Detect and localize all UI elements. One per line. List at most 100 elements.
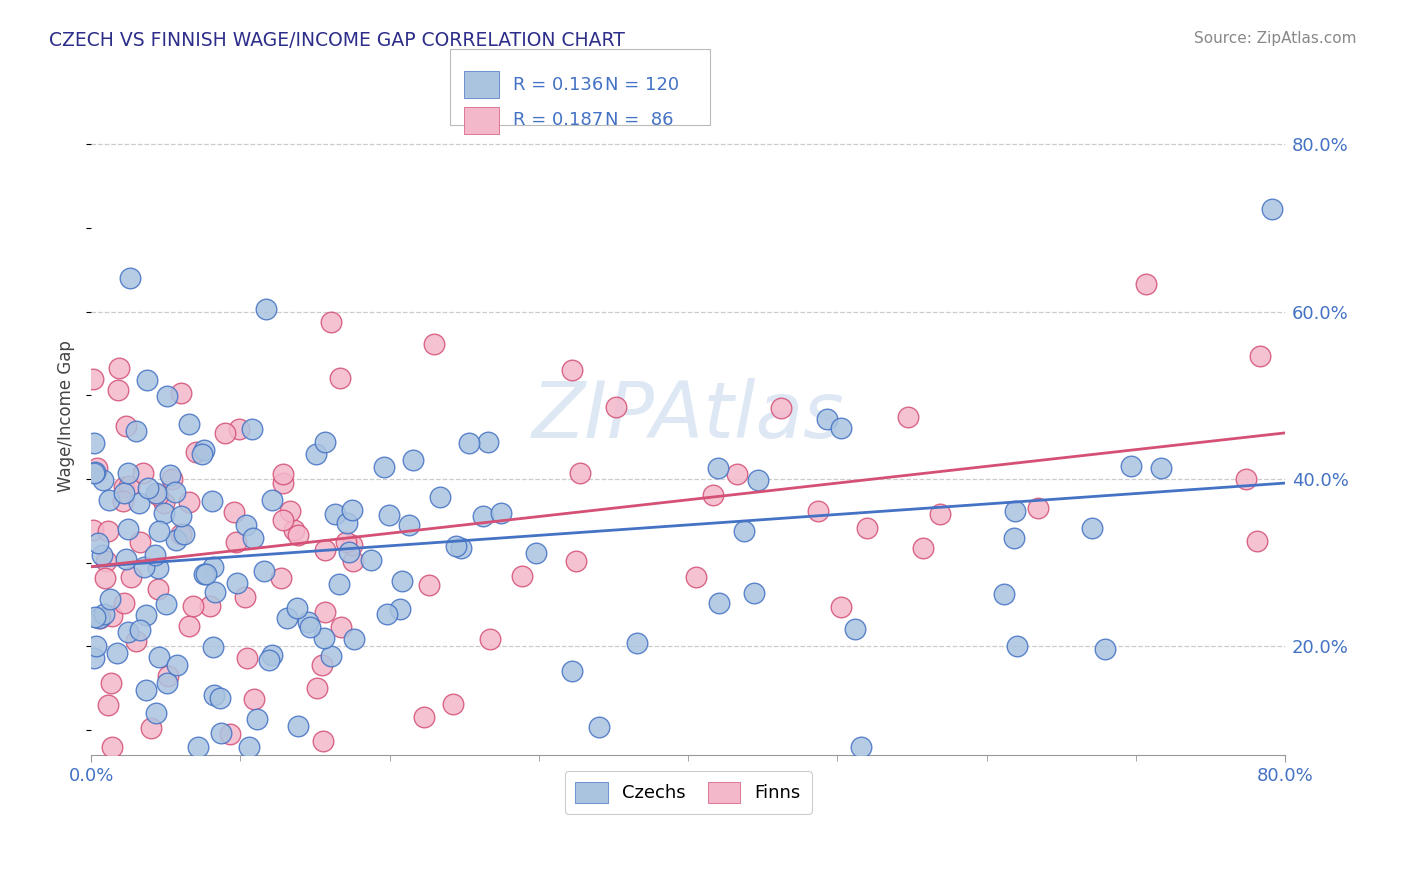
Point [561, 363, 583, 377]
Point [228, 422, 250, 436]
Point [328, 577, 350, 591]
Point [83, 436, 105, 450]
Point [163, 484, 186, 499]
Point [911, 541, 934, 555]
Point [297, 615, 319, 629]
Point [253, 564, 276, 578]
Point [725, 467, 748, 481]
Point [146, 582, 169, 596]
Point [319, 649, 342, 664]
Point [96, 554, 118, 568]
Point [82, 372, 104, 386]
Point [330, 620, 353, 634]
Point [83, 466, 105, 480]
Point [1094, 642, 1116, 657]
Point [314, 543, 336, 558]
Point [148, 561, 170, 575]
Point [181, 599, 204, 613]
Point [143, 548, 166, 562]
Point [489, 506, 512, 520]
Text: R = 0.187: R = 0.187 [513, 112, 603, 129]
Point [477, 435, 499, 450]
Point [145, 486, 167, 500]
Point [225, 575, 247, 590]
Point [1081, 521, 1104, 535]
Point [1028, 501, 1050, 516]
Point [165, 533, 187, 548]
Point [166, 657, 188, 672]
Point [87, 536, 110, 550]
Point [177, 619, 200, 633]
Text: ZIPAtlas: ZIPAtlas [531, 378, 845, 454]
Point [479, 632, 502, 646]
Point [191, 447, 214, 461]
Point [202, 688, 225, 702]
Point [194, 566, 217, 581]
Point [91, 548, 114, 562]
Point [429, 491, 451, 505]
Point [100, 608, 122, 623]
Point [236, 650, 259, 665]
Point [565, 553, 588, 567]
Point [177, 495, 200, 509]
Point [177, 417, 200, 431]
Point [422, 336, 444, 351]
Point [412, 709, 434, 723]
Point [285, 601, 308, 615]
Point [93, 607, 115, 621]
Point [287, 528, 309, 542]
Point [246, 712, 269, 726]
Point [561, 664, 583, 678]
Point [129, 535, 152, 549]
Point [1246, 534, 1268, 549]
Point [1150, 460, 1173, 475]
Point [342, 554, 364, 568]
Point [336, 516, 359, 530]
Point [588, 720, 610, 734]
Point [388, 602, 411, 616]
Point [242, 531, 264, 545]
Point [815, 412, 838, 426]
Point [418, 578, 440, 592]
Point [897, 410, 920, 425]
Point [1002, 532, 1025, 546]
Point [135, 608, 157, 623]
Point [444, 539, 467, 553]
Point [224, 505, 246, 519]
Point [125, 424, 148, 438]
Point [153, 506, 176, 520]
Point [83, 651, 105, 665]
Point [312, 631, 335, 645]
Point [280, 504, 302, 518]
Point [747, 473, 769, 487]
Point [132, 559, 155, 574]
Point [702, 488, 724, 502]
Point [243, 691, 266, 706]
Point [458, 435, 481, 450]
Point [375, 607, 398, 622]
Point [311, 658, 333, 673]
Point [146, 488, 169, 502]
Point [159, 468, 181, 483]
Point [108, 361, 131, 376]
Point [270, 571, 292, 585]
Point [323, 507, 346, 521]
Point [120, 569, 142, 583]
Point [132, 467, 155, 481]
Point [128, 496, 150, 510]
Point [235, 518, 257, 533]
Point [441, 697, 464, 711]
Point [136, 481, 159, 495]
Point [993, 587, 1015, 601]
Point [329, 371, 352, 385]
Point [204, 584, 226, 599]
Point [162, 472, 184, 486]
Text: N = 120: N = 120 [605, 76, 679, 94]
Point [156, 389, 179, 403]
Point [128, 624, 150, 638]
Point [830, 421, 852, 435]
Point [1261, 202, 1284, 216]
Point [314, 605, 336, 619]
Point [100, 675, 122, 690]
Point [157, 669, 180, 683]
